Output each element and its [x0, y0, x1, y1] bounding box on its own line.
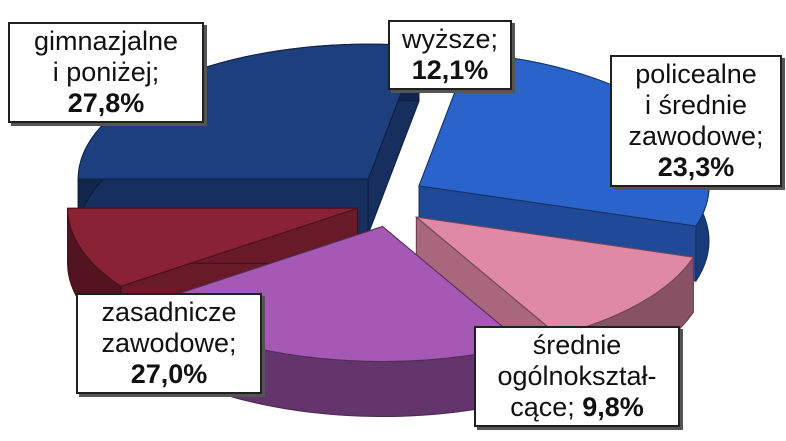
label-policealne-line-2: i średnie [644, 90, 748, 120]
label-srednie-line-1: średnie [532, 330, 622, 360]
label-gimnazjalne: gimnazjalne i poniżej; 27,8% [8, 22, 204, 123]
pie-slice-4-top [67, 207, 358, 287]
label-zasadnicze-line-2: zawodowe; [101, 328, 237, 358]
label-srednie-line-2: ogólnokształ- [497, 361, 657, 391]
label-policealne-value: 23,3% [657, 152, 735, 182]
label-policealne-line-1: policealne [635, 59, 757, 89]
label-wyzsze-value: 12,1% [411, 55, 489, 85]
label-zasadnicze: zasadnicze zawodowe; 27,0% [76, 293, 262, 394]
label-srednie-value: 9,8% [582, 392, 644, 422]
label-wyzsze: wyższe; 12,1% [388, 20, 512, 90]
label-policealne-line-3: zawodowe; [628, 121, 764, 151]
label-gimnazjalne-value: 27,8% [67, 88, 145, 118]
label-srednie-line-3: cące; [510, 392, 575, 422]
label-policealne: policealne i średnie zawodowe; 23,3% [610, 55, 782, 187]
label-zasadnicze-line-1: zasadnicze [101, 297, 237, 327]
label-gimnazjalne-line-2: i poniżej; [52, 57, 160, 87]
label-srednie: średnie ogólnokształ- cące; 9,8% [474, 326, 680, 427]
label-zasadnicze-value: 27,0% [130, 359, 208, 389]
label-wyzsze-line-1: wyższe; [401, 24, 499, 54]
label-srednie-line-3-wrap: cące; 9,8% [484, 392, 670, 423]
label-gimnazjalne-line-1: gimnazjalne [33, 26, 179, 56]
